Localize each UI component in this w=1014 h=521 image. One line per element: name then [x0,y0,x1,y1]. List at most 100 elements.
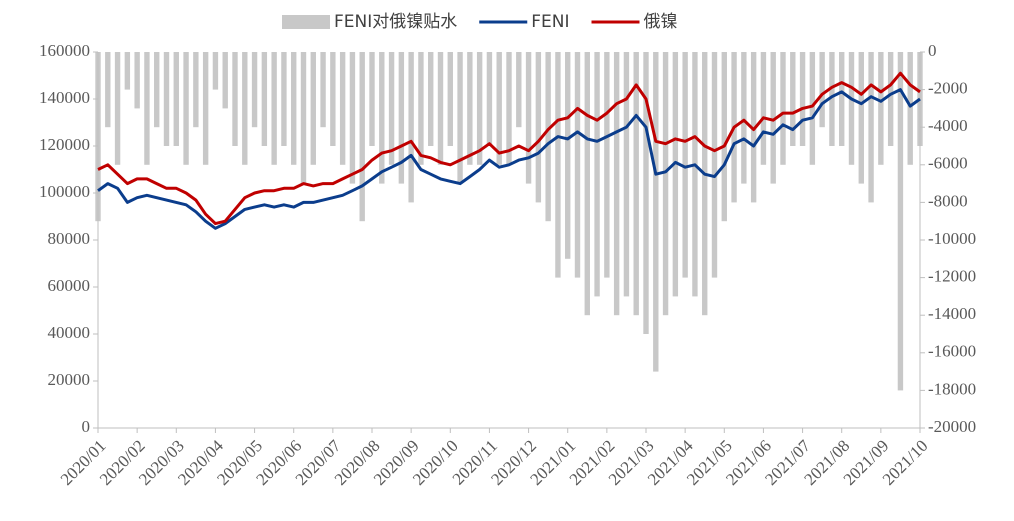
bar [359,52,365,222]
y2-tick-label: -16000 [928,342,976,361]
bar [173,52,179,146]
bar [535,52,542,203]
bar [799,52,806,146]
bar [741,52,747,184]
y-tick-label: 100000 [39,182,90,201]
bar [202,52,209,165]
bar [887,52,894,146]
bar [134,52,140,109]
legend-swatch [282,15,330,29]
bar [467,52,473,165]
bar [721,52,727,222]
y2-tick-label: -10000 [928,229,976,248]
bar [408,52,414,203]
bar [760,52,767,165]
bar [829,52,835,146]
bar [447,52,453,146]
bar [878,52,884,165]
bar [848,52,855,165]
bar [907,52,913,165]
bar [692,52,698,297]
bar [525,52,532,184]
y-tick-label: 160000 [39,41,90,60]
bar [369,52,375,146]
bar [897,52,904,391]
bar [711,52,718,278]
bar [349,52,356,184]
y2-tick-label: -20000 [928,417,976,436]
bar [545,52,551,222]
bar [291,52,297,165]
bar [565,52,571,259]
bar [320,52,326,128]
y2-tick-label: -12000 [928,267,976,286]
bar [251,52,258,128]
y2-tick-label: -2000 [928,79,968,98]
bar [604,52,610,278]
bar [790,52,796,146]
bar [428,52,434,146]
bar [144,52,150,165]
bar [750,52,757,203]
bar [339,52,346,165]
bar [212,52,219,90]
line [97,71,921,226]
bar [496,52,502,165]
bar [506,52,512,165]
bar [672,52,679,297]
bar [594,52,600,297]
y2-tick-label: -18000 [928,379,976,398]
bar [398,52,405,184]
y2-tick-label: 0 [928,41,937,60]
bar [183,52,189,165]
bar [300,52,307,184]
bar [154,52,160,128]
bar [379,52,385,184]
bar [633,52,639,316]
y2-tick-label: -8000 [928,191,968,210]
bar [613,52,620,316]
bar [780,52,786,165]
bar [418,52,424,165]
y2-tick-label: -14000 [928,304,976,323]
bar [105,52,111,128]
bar [222,52,228,109]
bar [232,52,238,146]
bar [261,52,268,146]
bar [839,52,845,146]
bar [457,52,463,184]
bar [193,52,199,128]
bar [584,52,590,316]
bar [770,52,776,184]
y2-tick-label: -6000 [928,154,968,173]
y-tick-label: 80000 [48,229,91,248]
y2-tick-label: -4000 [928,116,968,135]
y-tick-label: 60000 [48,276,91,295]
bar [388,52,395,165]
bar [437,52,444,165]
legend-label: FENI [531,12,569,32]
bar [574,52,581,278]
y-tick-label: 120000 [39,135,90,154]
bar [653,52,659,372]
y-tick-label: 140000 [39,88,90,107]
bar [819,52,825,128]
legend-label: FENI对俄镍贴水 [334,12,457,32]
bar [555,52,561,278]
bar [271,52,277,165]
y-tick-label: 0 [82,417,91,436]
bar [858,52,864,184]
bar [516,52,522,128]
bar [643,52,649,334]
bar [623,52,630,297]
bar [242,52,248,165]
bar [702,52,708,316]
bar [330,52,336,146]
bar [281,52,287,146]
bar [163,52,170,146]
bar [486,52,493,146]
line [97,88,921,230]
legend-label: 俄镍 [644,12,678,32]
bar [114,52,121,165]
